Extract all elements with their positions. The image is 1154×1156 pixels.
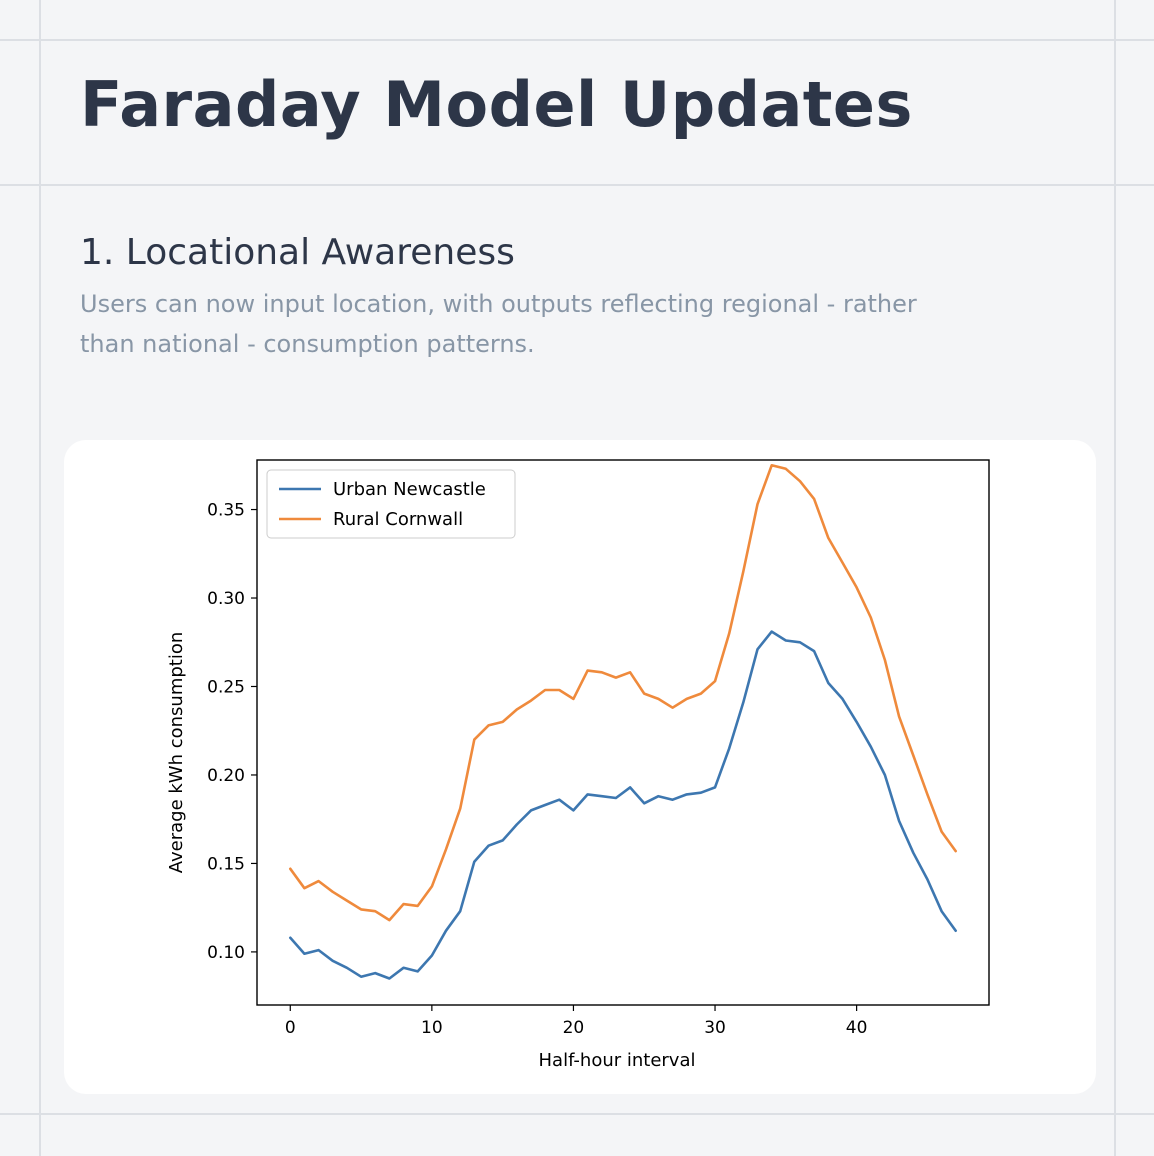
series-line-0 xyxy=(289,630,958,980)
legend-label-1: Rural Cornwall xyxy=(333,509,463,530)
section-description: Users can now input location, with outpu… xyxy=(80,290,917,358)
grid-line-horizontal-bottom xyxy=(0,1113,1154,1115)
x-tick-label: 10 xyxy=(421,1018,443,1038)
legend-label-0: Urban Newcastle xyxy=(333,479,486,500)
chart-card: 0 10 20 30 40 0.10 0.15 0.20 0.25 0.30 0.35 Half-ho… xyxy=(64,440,1096,1094)
grid-line-vertical-left xyxy=(39,0,41,1156)
x-tick-label: 0 xyxy=(285,1018,296,1038)
y-tick-label: 0.25 xyxy=(207,677,245,697)
grid-line-horizontal-header xyxy=(0,184,1154,186)
consumption-line-chart: 0 10 20 30 40 0.10 0.15 0.20 0.25 0.30 0.35 Half-ho… xyxy=(166,459,990,1071)
section-title: 1. Locational Awareness xyxy=(80,232,515,273)
legend-box xyxy=(266,469,516,539)
y-tick-label: 0.35 xyxy=(207,501,245,521)
x-tick-label: 20 xyxy=(563,1018,585,1038)
y-tick-label: 0.30 xyxy=(207,589,245,609)
x-tick-label: 40 xyxy=(846,1018,868,1038)
y-tick-label: 0.20 xyxy=(207,766,245,786)
series-line-1 xyxy=(289,463,958,922)
y-axis-label: Average kWh consumption xyxy=(166,632,187,874)
page-title: Faraday Model Updates xyxy=(80,68,913,141)
x-tick-label: 30 xyxy=(704,1018,726,1038)
grid-line-horizontal-top xyxy=(0,39,1154,41)
plot-frame xyxy=(256,459,990,1006)
y-tick-label: 0.15 xyxy=(207,854,245,874)
x-axis-label: Half-hour interval xyxy=(539,1050,696,1071)
grid-line-vertical-right xyxy=(1114,0,1116,1156)
y-tick-label: 0.10 xyxy=(207,943,245,963)
